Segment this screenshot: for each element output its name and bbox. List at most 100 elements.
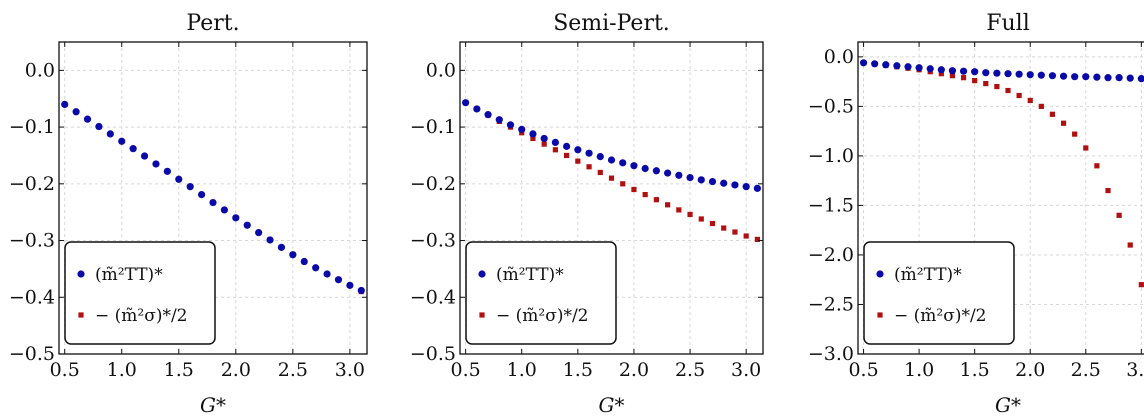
tt-point bbox=[106, 130, 114, 138]
tt-point bbox=[1015, 70, 1023, 78]
y-tick-label: −1.5 bbox=[808, 194, 854, 216]
legend-marker-circle bbox=[77, 270, 85, 278]
tt-point bbox=[904, 63, 912, 71]
y-tick-label: −0.5 bbox=[410, 343, 456, 365]
y-tick-label: −0.1 bbox=[9, 116, 55, 138]
sigma-point bbox=[687, 211, 693, 218]
legend: (m̃²TT)* − (m̃²σ)*/2 bbox=[64, 241, 216, 345]
x-tick-label: 1.5 bbox=[164, 359, 194, 381]
sigma-point bbox=[620, 181, 626, 187]
sigma-point bbox=[552, 147, 558, 153]
y-tick-label: 0.0 bbox=[426, 59, 456, 81]
y-tick-label: −0.5 bbox=[808, 95, 854, 117]
x-tick-label: 2.5 bbox=[278, 359, 308, 381]
sigma-point bbox=[665, 202, 671, 208]
x-axis-label: G* bbox=[599, 393, 625, 416]
tt-point bbox=[334, 276, 343, 284]
x-tick-label: 2.0 bbox=[619, 359, 649, 381]
tt-point bbox=[540, 134, 548, 143]
tt-point bbox=[596, 152, 604, 161]
chart-title: Semi-Pert. bbox=[553, 11, 670, 36]
legend-label-tt: (m̃²TT)* bbox=[496, 265, 564, 285]
sigma-point bbox=[721, 225, 727, 231]
tt-point bbox=[720, 179, 728, 187]
tt-point bbox=[495, 116, 503, 124]
sigma-point bbox=[586, 164, 592, 170]
x-tick-label: 2.5 bbox=[1071, 359, 1101, 381]
x-tick-label: 2.0 bbox=[1015, 359, 1045, 381]
tt-point bbox=[346, 281, 354, 289]
tt-point bbox=[708, 177, 717, 186]
chart-title: Full bbox=[986, 11, 1030, 36]
sigma-point bbox=[676, 207, 682, 213]
legend-box bbox=[465, 241, 617, 345]
x-axis-label: G* bbox=[200, 393, 226, 416]
tt-point bbox=[277, 243, 286, 251]
chart-title: Pert. bbox=[186, 11, 239, 36]
tt-point bbox=[140, 152, 149, 160]
sigma-point bbox=[541, 141, 547, 147]
legend-marker-square bbox=[479, 312, 485, 318]
sigma-point bbox=[631, 186, 637, 193]
tt-point bbox=[118, 137, 126, 145]
tt-point bbox=[529, 130, 537, 138]
tt-point bbox=[742, 183, 750, 191]
tt-point bbox=[61, 100, 69, 108]
sigma-point bbox=[698, 216, 704, 222]
tt-point bbox=[1126, 74, 1134, 82]
sigma-point bbox=[1094, 163, 1100, 169]
x-tick-label: 3.0 bbox=[731, 359, 761, 381]
x-tick-label: 1.0 bbox=[107, 359, 137, 381]
tt-point bbox=[484, 111, 492, 119]
axes-frame bbox=[459, 41, 764, 355]
sigma-point bbox=[653, 197, 659, 203]
x-tick-label: 3.0 bbox=[1126, 359, 1144, 381]
tt-point bbox=[1104, 74, 1112, 82]
tt-point bbox=[197, 190, 206, 199]
data-marks bbox=[859, 59, 1144, 288]
tt-point bbox=[619, 159, 627, 167]
sigma-point bbox=[994, 83, 1000, 90]
tt-point bbox=[574, 146, 582, 154]
tt-point bbox=[686, 173, 694, 182]
sigma-point bbox=[1038, 103, 1044, 109]
tt-point bbox=[1059, 72, 1068, 80]
tt-point bbox=[607, 156, 616, 164]
tt-point bbox=[731, 181, 739, 189]
chart-panel-2: 0.5 1.0 1.5 2.0 2.5 3.0 0.0 −0.1 −0.2 −0.3 −0.4 −0.… bbox=[410, 11, 764, 416]
chart-panel-1: 0.5 1.0 1.5 2.0 2.5 3.0 0.0 −0.1 −0.2 −0.3 −0.4 −0.… bbox=[9, 11, 368, 416]
tt-point bbox=[232, 214, 240, 222]
tt-point bbox=[83, 115, 92, 123]
tt-point bbox=[859, 59, 868, 67]
sigma-point bbox=[960, 75, 967, 81]
tt-point bbox=[1026, 71, 1034, 79]
tt-point bbox=[1115, 74, 1123, 82]
x-tick-label: 2.5 bbox=[675, 359, 705, 381]
x-tick-label: 0.5 bbox=[848, 359, 878, 381]
sigma-point bbox=[597, 169, 603, 176]
tt-point bbox=[1082, 73, 1090, 81]
tt-point bbox=[915, 64, 923, 72]
tt-point bbox=[312, 264, 320, 272]
tt-point bbox=[993, 69, 1001, 77]
legend-marker-square bbox=[78, 312, 84, 318]
tt-point bbox=[95, 122, 103, 131]
tt-point bbox=[289, 251, 297, 259]
sigma-point bbox=[1127, 242, 1133, 248]
tt-point bbox=[959, 67, 968, 75]
sigma-point bbox=[575, 158, 581, 164]
tt-point bbox=[882, 61, 890, 69]
x-tick-label: 1.5 bbox=[960, 359, 990, 381]
x-tick-label: 0.5 bbox=[451, 359, 481, 381]
x-tick-label: 3.0 bbox=[335, 359, 365, 381]
legend-box bbox=[863, 241, 1015, 345]
legend-marker-square bbox=[877, 312, 883, 318]
legend-label-sigma: − (m̃²σ)*/2 bbox=[894, 306, 987, 326]
sigma-point bbox=[743, 233, 749, 239]
sigma-point bbox=[608, 175, 615, 181]
tt-point bbox=[948, 67, 957, 75]
tt-point bbox=[664, 169, 672, 177]
chart-panel-3: 0.5 1.0 1.5 2.0 2.5 3.0 0.0 −0.5 −1.0 −1.5 −2.0 −2.… bbox=[808, 11, 1144, 416]
tt-point bbox=[266, 236, 274, 244]
sigma-point bbox=[1072, 131, 1078, 137]
